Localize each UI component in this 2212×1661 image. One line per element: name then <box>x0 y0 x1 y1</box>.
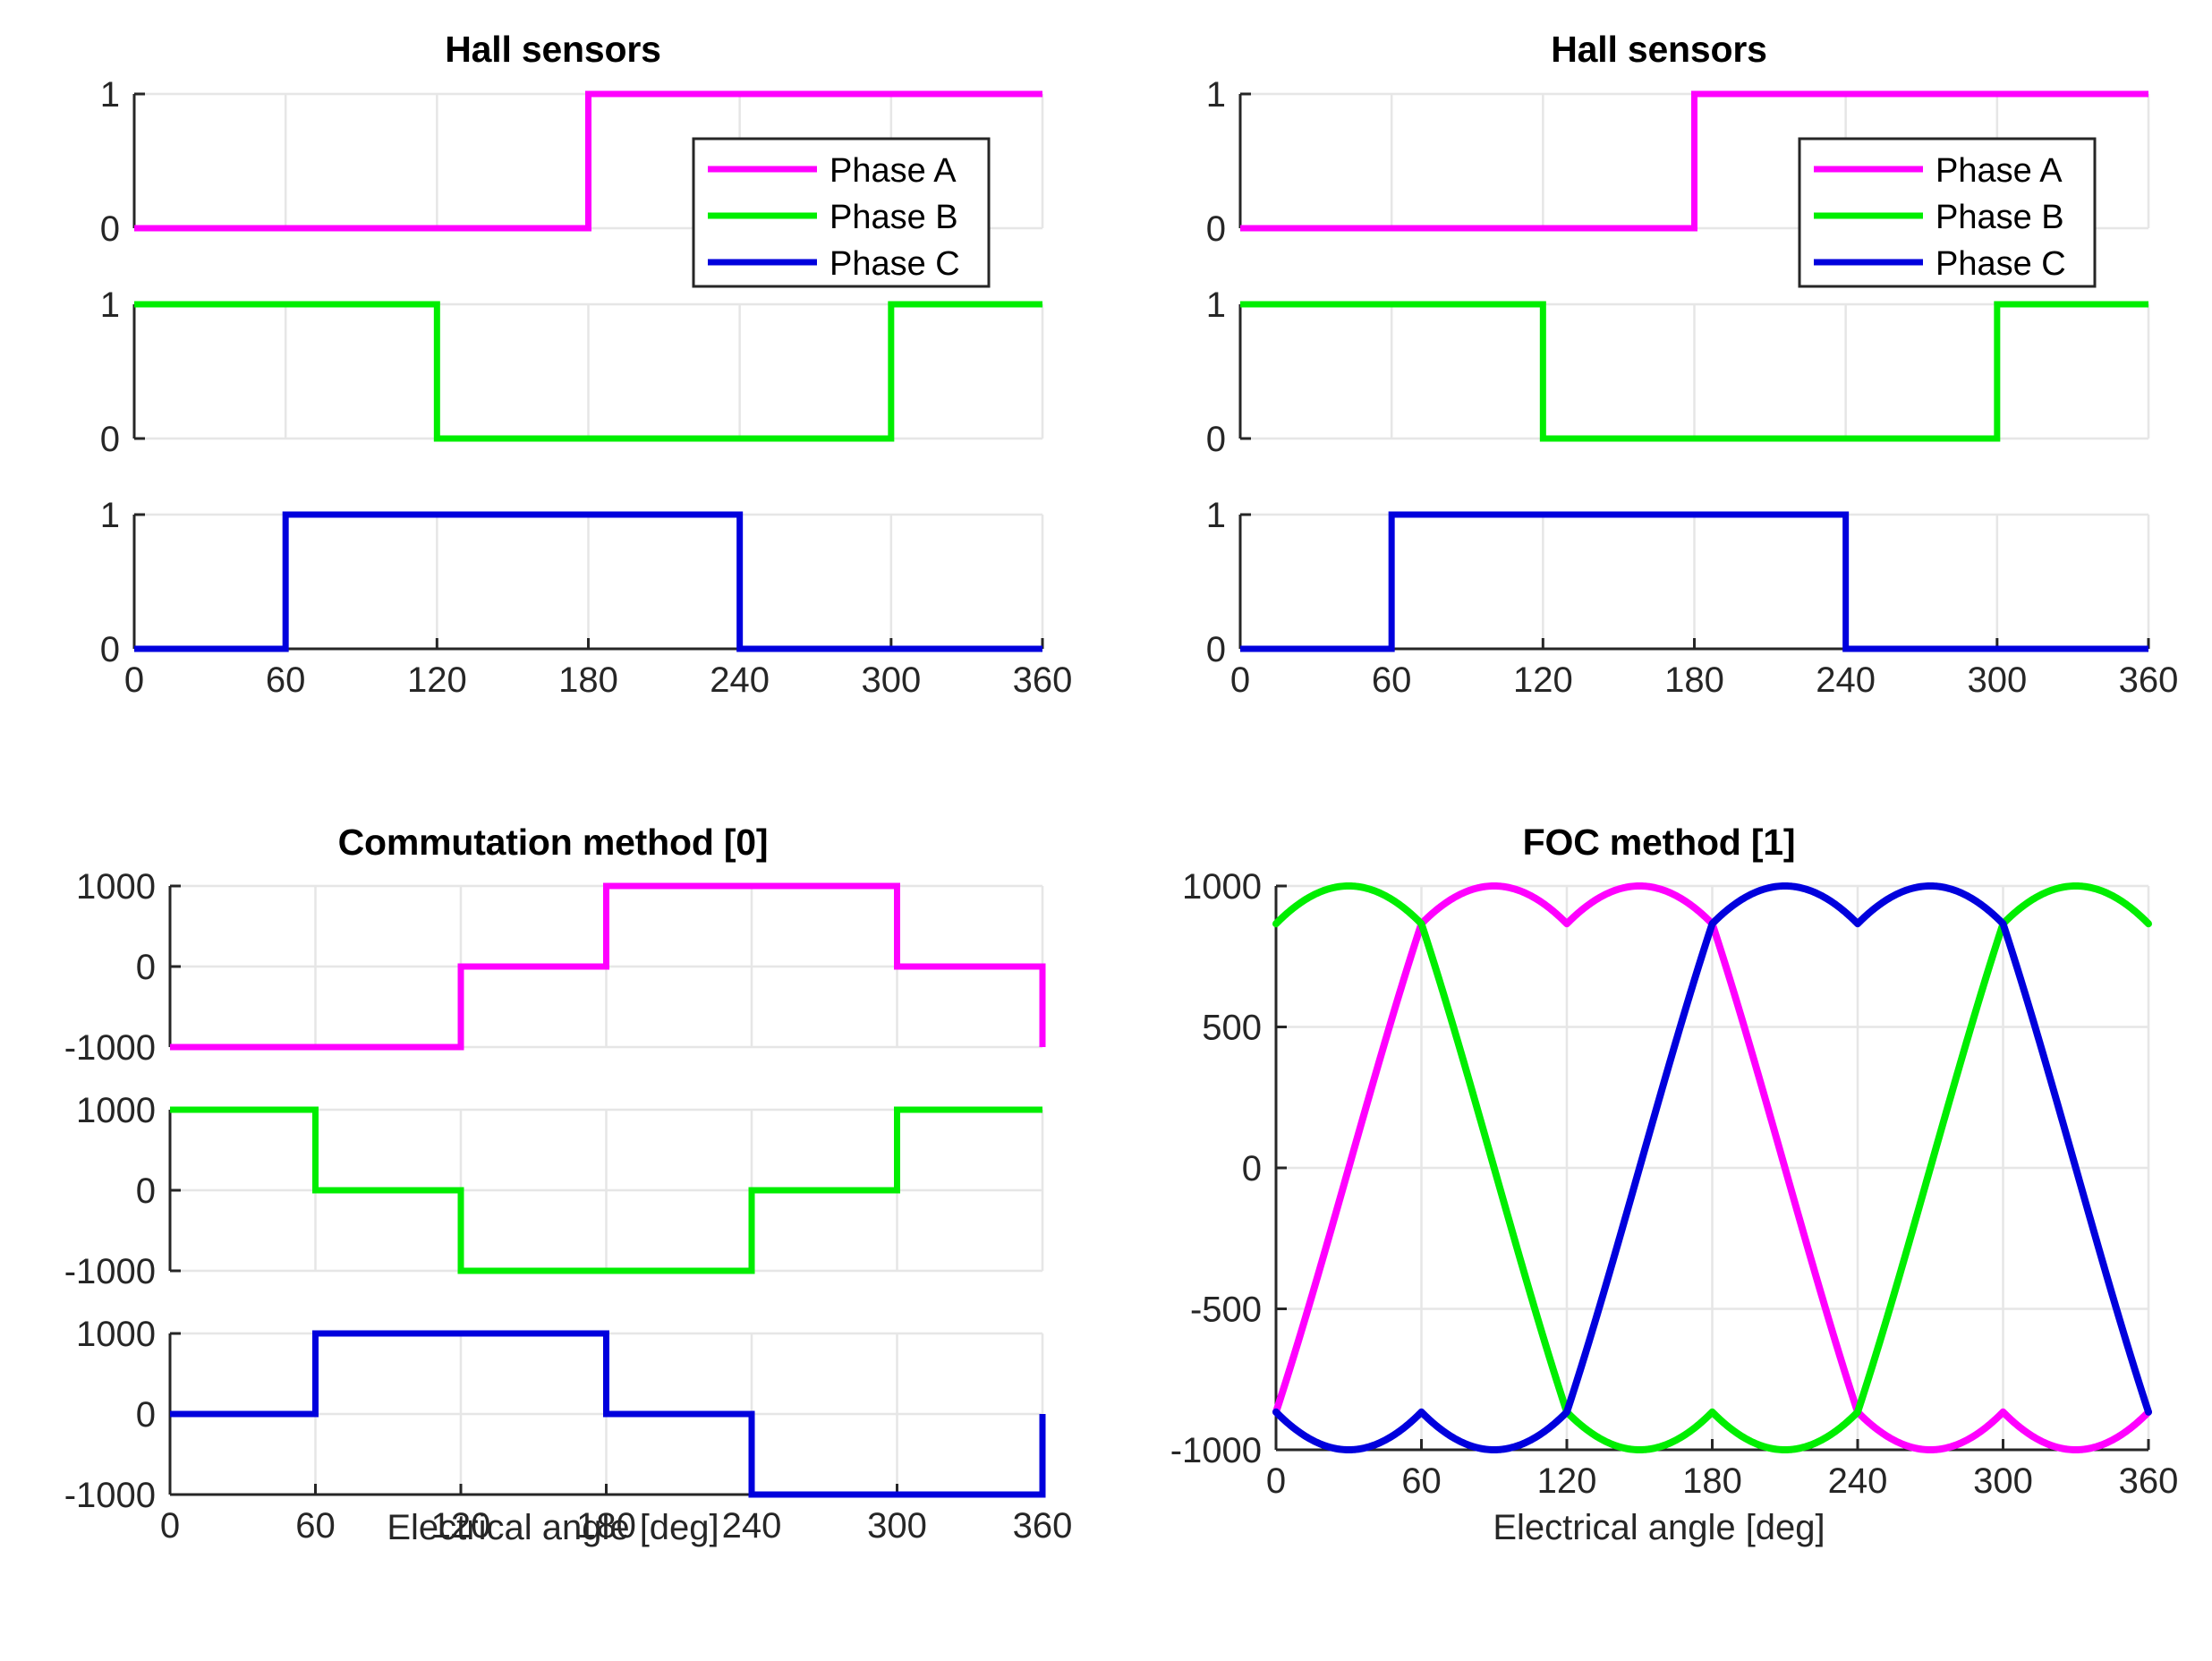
ytick-label: -1000 <box>64 1252 156 1291</box>
xtick-label: 120 <box>1513 660 1573 700</box>
xtick-label: 360 <box>1013 660 1073 700</box>
xtick-label: 180 <box>576 1506 636 1546</box>
ytick-label: 500 <box>1202 1009 1262 1048</box>
ytick-label: -1000 <box>64 1028 156 1068</box>
legend-label: Phase C <box>830 245 960 283</box>
legend-label: Phase C <box>1936 245 2066 283</box>
subplot-commutation-method-0: -1000 0 1000 <box>64 867 1046 1068</box>
legend-label: Phase B <box>1936 199 2064 236</box>
panel-hall-sensors-right: Hall sensors 0 1 0 1 0 1 0 60 120 180 240 300 360 Pha… <box>1106 0 2212 779</box>
ytick-label: 1000 <box>76 1315 156 1354</box>
ytick-label: 0 <box>136 1395 156 1435</box>
ytick-label: 0 <box>136 948 156 987</box>
subplot-hall-sensors-left-0: 01 <box>100 75 1044 249</box>
series-line-phase-b <box>1240 301 2148 442</box>
xtick-label: 300 <box>1967 660 2027 700</box>
ytick-label: 0 <box>1206 420 1226 459</box>
xtick-label: 0 <box>124 660 144 700</box>
xtick-label: 300 <box>1973 1461 2033 1501</box>
ytick-label: -500 <box>1190 1290 1262 1330</box>
ytick-label: 0 <box>1206 209 1226 249</box>
subplot-commutation-method-1: -1000 0 1000 <box>64 1091 1044 1291</box>
xtick-label: 360 <box>1013 1506 1073 1546</box>
xtick-label: 360 <box>2119 660 2179 700</box>
xtick-label: 180 <box>1664 660 1724 700</box>
legend-label: Phase A <box>830 152 957 190</box>
subplot-hall-sensors-right-1: 01 <box>1206 285 2150 459</box>
ytick-label: -1000 <box>64 1476 156 1515</box>
panel-title-hall-right: Hall sensors <box>1551 29 1767 70</box>
ytick-label: 0 <box>100 209 120 249</box>
panel-commutation-method: Commutation method [0] -1000 0 1000 -1000 0 1… <box>0 779 1106 1661</box>
xtick-label: 240 <box>710 660 770 700</box>
panel-foc-method: FOC method [1] -1000 -500 0 500 1000 0 60 120 18… <box>1106 779 2212 1661</box>
series-line-phase-a <box>134 90 1042 232</box>
xtick-label: 60 <box>295 1506 336 1546</box>
xtick-label: 0 <box>1230 660 1250 700</box>
legend-hall-sensors-right: Phase A Phase B Phase C <box>1798 137 2097 288</box>
xaxis-label-foc: Electrical angle [deg] <box>1493 1508 1825 1547</box>
xtick-label: 300 <box>867 1506 927 1546</box>
xtick-label: 240 <box>1828 1461 1888 1501</box>
xtick-label: 240 <box>1816 660 1876 700</box>
legend-label: Phase B <box>830 199 958 236</box>
ytick-label: 1 <box>1206 285 1226 325</box>
ytick-label: 1 <box>1206 75 1226 115</box>
ytick-label: 1000 <box>76 867 156 907</box>
xtick-label: 120 <box>1537 1461 1597 1501</box>
ytick-label: 1 <box>1206 496 1226 535</box>
panel-title-hall-left: Hall sensors <box>445 29 661 70</box>
series-line-phase-a <box>170 882 1046 1051</box>
series-line-phase-b <box>170 1106 1042 1274</box>
panel-hall-sensors-left: Hall sensors 0 1 0 1 0 1 0 60 120 180 240 300 360 Pha… <box>0 0 1106 779</box>
ytick-label: 1000 <box>1182 867 1262 907</box>
series-line-phase-c <box>134 511 1042 652</box>
series-line-phase-c <box>170 1330 1046 1498</box>
ytick-label: 0 <box>1206 630 1226 669</box>
series-line-phase-b <box>134 301 1042 442</box>
subplot-hall-sensors-right-2: 0 1 0 60 120 180 240 300 360 <box>1206 496 2179 700</box>
ytick-label: -1000 <box>1170 1431 1262 1470</box>
series-line-phase-c <box>1240 511 2148 652</box>
series-line-phase-c <box>1272 882 2152 1453</box>
ytick-label: 0 <box>1242 1149 1262 1188</box>
xtick-label: 0 <box>1266 1461 1286 1501</box>
xtick-label: 240 <box>722 1506 782 1546</box>
subplot-hall-sensors-left-1: 01 <box>100 285 1044 459</box>
xtick-label: 300 <box>861 660 921 700</box>
series-line-phase-a <box>1240 90 2148 232</box>
ytick-label: 1 <box>100 75 120 115</box>
xtick-label: 360 <box>2119 1461 2179 1501</box>
xtick-label: 120 <box>407 660 467 700</box>
ytick-label: 0 <box>100 630 120 669</box>
ytick-label: 1 <box>100 496 120 535</box>
xtick-label: 60 <box>1372 660 1412 700</box>
xtick-label: 60 <box>266 660 306 700</box>
xaxis-label-commutation: Electrical angle [deg] <box>387 1508 719 1547</box>
ytick-label: 1 <box>100 285 120 325</box>
xtick-label: 0 <box>160 1506 180 1546</box>
plot-area-foc: -1000 -500 0 500 1000 0 60 120 180 240 300 360 <box>1170 867 2179 1501</box>
xtick-label: 60 <box>1401 1461 1442 1501</box>
ytick-label: 0 <box>136 1171 156 1211</box>
xtick-label: 180 <box>1682 1461 1742 1501</box>
panel-title-commutation: Commutation method [0] <box>337 822 769 863</box>
ytick-label: 0 <box>100 420 120 459</box>
xtick-label: 180 <box>558 660 618 700</box>
legend-hall-sensors-left: Phase A Phase B Phase C <box>692 137 991 288</box>
legend-label: Phase A <box>1936 152 2063 190</box>
panel-title-foc: FOC method [1] <box>1522 822 1796 863</box>
chart-foc-method: -1000 -500 0 500 1000 0 60 120 180 240 300 360 <box>1170 867 2179 1501</box>
xtick-label: 120 <box>431 1506 491 1546</box>
ytick-label: 1000 <box>76 1091 156 1130</box>
subplot-hall-sensors-left-2: 0 1 0 60 120 180 240 300 360 <box>100 496 1073 700</box>
